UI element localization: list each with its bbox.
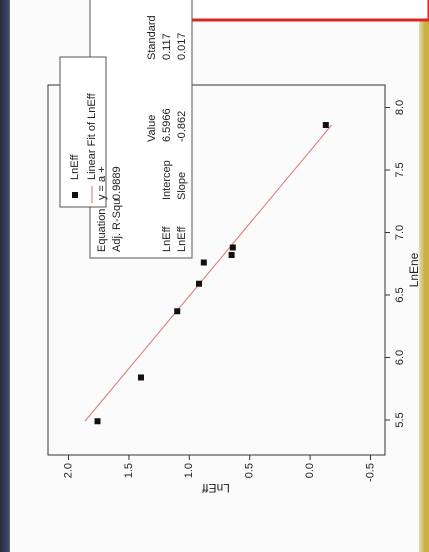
x-tick-label: 8.0	[394, 100, 406, 115]
axes-frame	[47, 84, 386, 456]
y-tick-label: 1.0	[183, 463, 195, 478]
point	[174, 308, 181, 315]
fit-line	[84, 124, 333, 422]
point	[200, 259, 207, 266]
table-cell: LnEff	[161, 226, 173, 252]
legend-marker	[72, 192, 78, 198]
x-tick-label: 6.0	[394, 350, 406, 365]
table-cell: 0.117	[161, 33, 173, 60]
table-cell: Standard	[146, 15, 158, 60]
table-cell: 6.5966	[161, 108, 173, 142]
y-tick-label: 0.0	[304, 463, 316, 478]
table-cell: Equation	[96, 209, 108, 252]
table-cell: 0.9889	[111, 166, 123, 200]
x-tick-label: 6.5	[394, 287, 406, 302]
point	[228, 252, 235, 258]
y-axis-title: LnEff	[201, 481, 229, 495]
y-tick-label: 1.5	[123, 463, 135, 478]
x-axis-title: LnEne	[407, 252, 421, 287]
x-tick-label: 7.5	[394, 162, 406, 177]
point	[229, 244, 236, 251]
table-cell: -0.862	[176, 111, 188, 142]
legend-label: LnEff	[69, 154, 81, 180]
x-tick-label: 7.0	[394, 225, 406, 240]
table-cell: Value	[146, 115, 158, 142]
rotated-plot: R LnEne LnEff 5.56.06.57.07.58.0-0.50.00…	[47, 0, 429, 495]
table-cell: Adj. R-Squ	[111, 199, 123, 252]
point	[322, 122, 329, 128]
point	[195, 280, 202, 287]
legend-box	[59, 56, 107, 208]
point	[94, 418, 101, 425]
table-cell: LnEff	[176, 226, 188, 252]
x-tick-label: 5.5	[394, 412, 406, 427]
y-tick-label: 2.0	[62, 463, 74, 478]
table-cell: y = a +	[96, 166, 108, 200]
table-cell: 0.017	[176, 32, 188, 60]
y-tick-label: -0.5	[364, 463, 376, 482]
y-tick-label: 0.5	[244, 463, 256, 478]
table-cell: Slope	[176, 172, 188, 200]
legend-label: Linear Fit of LnEff	[86, 92, 98, 180]
table-cell: Intercep	[161, 160, 173, 200]
point	[138, 374, 145, 381]
